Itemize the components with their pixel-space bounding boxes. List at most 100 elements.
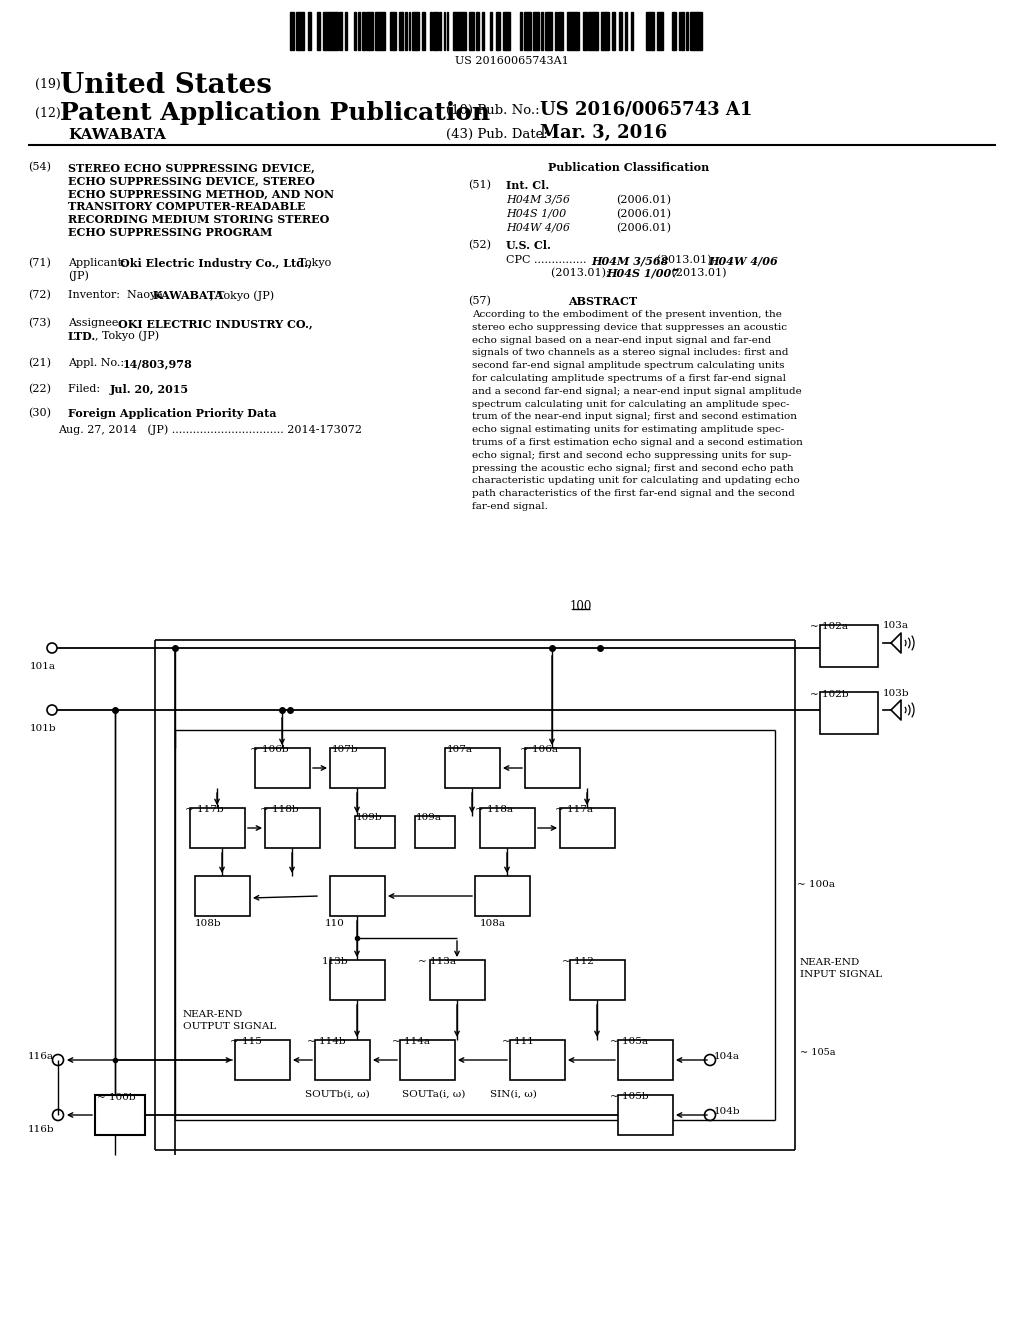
Bar xyxy=(366,12,369,50)
Bar xyxy=(618,12,622,50)
Bar xyxy=(625,12,627,50)
Text: ~ 105a: ~ 105a xyxy=(610,1038,648,1045)
Bar xyxy=(662,12,663,50)
Text: (2006.01): (2006.01) xyxy=(616,223,671,234)
Bar xyxy=(430,960,485,1001)
Bar xyxy=(820,624,878,667)
Bar xyxy=(672,12,674,50)
Bar xyxy=(326,12,328,50)
Bar xyxy=(336,12,338,50)
Text: RECORDING MEDIUM STORING STEREO: RECORDING MEDIUM STORING STEREO xyxy=(68,214,330,224)
Text: echo signal estimating units for estimating amplitude spec-: echo signal estimating units for estimat… xyxy=(472,425,784,434)
Text: (JP): (JP) xyxy=(68,271,89,281)
Text: Filed:: Filed: xyxy=(68,384,118,393)
Text: H04W 4/06: H04W 4/06 xyxy=(506,223,570,234)
Text: ~ 117b: ~ 117b xyxy=(185,805,223,814)
Text: 101b: 101b xyxy=(30,723,56,733)
Text: (43) Pub. Date:: (43) Pub. Date: xyxy=(446,128,548,141)
Text: (51): (51) xyxy=(468,180,490,190)
Bar xyxy=(583,12,586,50)
Bar xyxy=(699,12,702,50)
Text: Assignee:: Assignee: xyxy=(68,318,126,327)
Text: 116b: 116b xyxy=(28,1125,54,1134)
Text: H04S 1/00: H04S 1/00 xyxy=(506,209,566,219)
Bar xyxy=(334,12,336,50)
Bar xyxy=(507,12,510,50)
Text: (2013.01);: (2013.01); xyxy=(653,255,719,265)
Bar xyxy=(537,12,539,50)
Bar xyxy=(329,12,332,50)
Text: United States: United States xyxy=(60,73,272,99)
Bar xyxy=(323,12,326,50)
Bar xyxy=(430,12,432,50)
Bar xyxy=(291,12,294,50)
Bar xyxy=(534,12,535,50)
Bar xyxy=(406,12,407,50)
Bar xyxy=(330,960,385,1001)
Bar xyxy=(482,12,484,50)
Bar xyxy=(455,12,457,50)
Bar xyxy=(497,12,500,50)
Bar xyxy=(686,12,688,50)
Text: Mar. 3, 2016: Mar. 3, 2016 xyxy=(540,124,668,143)
Text: far-end signal.: far-end signal. xyxy=(472,502,548,511)
Text: CPC ...............: CPC ............... xyxy=(506,255,590,265)
Text: US 20160065743A1: US 20160065743A1 xyxy=(455,55,569,66)
Text: and a second far-end signal; a near-end input signal amplitude: and a second far-end signal; a near-end … xyxy=(472,387,802,396)
Bar xyxy=(436,12,438,50)
Text: Patent Application Publication: Patent Application Publication xyxy=(60,102,490,125)
Text: (19): (19) xyxy=(35,78,60,91)
Bar xyxy=(820,692,878,734)
Text: , Tokyo (JP): , Tokyo (JP) xyxy=(95,330,159,341)
Text: ~ 112: ~ 112 xyxy=(562,957,594,966)
Bar xyxy=(520,12,522,50)
Bar xyxy=(330,748,385,788)
Bar xyxy=(298,12,300,50)
Bar xyxy=(95,1096,145,1135)
Text: LTD.: LTD. xyxy=(68,330,96,342)
Bar xyxy=(618,1040,673,1080)
Bar xyxy=(535,12,537,50)
Text: 101a: 101a xyxy=(30,663,56,671)
Bar xyxy=(379,12,382,50)
Bar xyxy=(550,12,552,50)
Bar xyxy=(471,12,474,50)
Text: SOUTa(i, ω): SOUTa(i, ω) xyxy=(402,1090,465,1100)
Text: spectrum calculating unit for calculating an amplitude spec-: spectrum calculating unit for calculatin… xyxy=(472,400,790,409)
Text: characteristic updating unit for calculating and updating echo: characteristic updating unit for calcula… xyxy=(472,477,800,486)
Text: TRANSITORY COMPUTER-READABLE: TRANSITORY COMPUTER-READABLE xyxy=(68,201,305,213)
Text: Publication Classification: Publication Classification xyxy=(548,162,710,173)
Text: (10) Pub. No.:: (10) Pub. No.: xyxy=(446,104,540,117)
Text: echo signal; first and second echo suppressing units for sup-: echo signal; first and second echo suppr… xyxy=(472,451,792,459)
Bar xyxy=(545,12,548,50)
Bar xyxy=(234,1040,290,1080)
Bar xyxy=(525,748,580,788)
Bar xyxy=(345,12,347,50)
Bar xyxy=(558,12,561,50)
Bar xyxy=(469,12,471,50)
Bar xyxy=(390,12,393,50)
Bar xyxy=(490,12,492,50)
Bar xyxy=(382,12,384,50)
Text: OUTPUT SIGNAL: OUTPUT SIGNAL xyxy=(183,1022,276,1031)
Bar xyxy=(631,12,633,50)
Text: 110: 110 xyxy=(325,919,345,928)
Bar xyxy=(690,12,693,50)
Bar xyxy=(572,12,575,50)
Text: 104b: 104b xyxy=(714,1107,740,1115)
Bar xyxy=(399,12,402,50)
Text: STEREO ECHO SUPPRESSING DEVICE,: STEREO ECHO SUPPRESSING DEVICE, xyxy=(68,162,314,173)
Bar xyxy=(415,816,455,847)
Bar xyxy=(460,12,463,50)
Bar xyxy=(439,12,441,50)
Text: OKI ELECTRIC INDUSTRY CO.,: OKI ELECTRIC INDUSTRY CO., xyxy=(118,318,312,329)
Bar xyxy=(510,1040,565,1080)
Bar xyxy=(354,12,356,50)
Bar xyxy=(612,12,614,50)
Text: ~ 113a: ~ 113a xyxy=(418,957,456,966)
Text: ~ 106b: ~ 106b xyxy=(250,744,289,754)
Text: (52): (52) xyxy=(468,240,490,251)
Text: NEAR-END: NEAR-END xyxy=(183,1010,244,1019)
Bar xyxy=(570,960,625,1001)
Text: ~ 102b: ~ 102b xyxy=(810,690,849,700)
